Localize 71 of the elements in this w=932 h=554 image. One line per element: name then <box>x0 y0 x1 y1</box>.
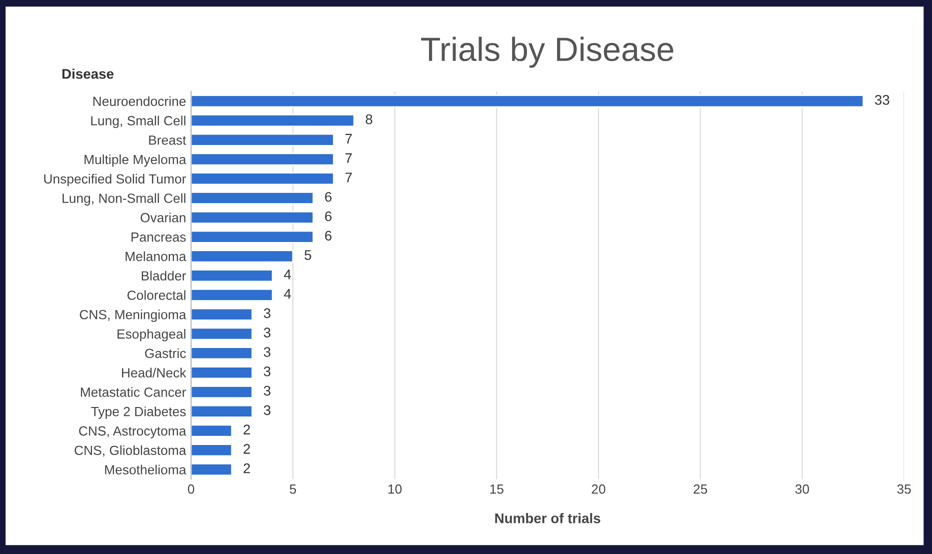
x-axis-title: Number of trials <box>495 513 600 524</box>
data-label: 7 <box>345 134 352 144</box>
y-tick-label: Metastatic Cancer <box>80 387 186 397</box>
data-label: 6 <box>325 192 332 202</box>
bar <box>191 366 253 380</box>
bar <box>191 114 355 128</box>
y-tick-label: Multiple Myeloma <box>84 154 186 167</box>
y-tick-label: Neuroendocrine <box>93 96 186 106</box>
x-tick-label: 10 <box>388 484 402 494</box>
y-tick-label: Ovarian <box>140 212 186 222</box>
data-label: 3 <box>264 366 270 376</box>
x-tick-label: 20 <box>592 484 606 494</box>
y-tick-label: Head/Neck <box>122 368 186 378</box>
bar <box>191 463 232 476</box>
data-label: 3 <box>264 386 270 396</box>
bar <box>191 269 274 282</box>
data-label: 6 <box>325 230 332 241</box>
y-tick-label: Melanoma <box>126 251 186 262</box>
bar <box>191 404 253 418</box>
x-tick-label: 35 <box>897 484 911 494</box>
data-label: 2 <box>244 444 250 454</box>
bar <box>191 250 294 263</box>
x-tick-label: 25 <box>694 484 708 494</box>
x-tick-label: 15 <box>490 484 504 494</box>
y-tick-label: Lung, Non-Small Cell <box>62 193 186 206</box>
y-tick-label: Esophageal <box>118 329 186 342</box>
bar <box>191 230 314 244</box>
data-label: 4 <box>284 270 291 280</box>
bar <box>191 94 864 108</box>
bar <box>191 133 334 146</box>
data-label: 6 <box>325 211 332 222</box>
data-label: 3 <box>264 347 270 357</box>
y-tick-label: Unspecified Solid Tumor <box>44 174 186 186</box>
y-axis-title: Disease <box>62 68 114 79</box>
y-tick-label: Pancreas <box>132 232 186 242</box>
bar <box>191 308 253 321</box>
y-tick-label: Bladder <box>142 270 186 281</box>
y-tick-label: Colorectal <box>127 290 186 300</box>
y-tick-label: Gastric <box>145 348 186 358</box>
x-tick-label: 30 <box>795 484 810 494</box>
y-tick-label: CNS, Meningioma <box>80 310 186 322</box>
data-label: 4 <box>284 289 291 299</box>
data-label: 3 <box>264 405 270 416</box>
bar <box>191 327 253 340</box>
bar <box>191 424 232 438</box>
bar <box>191 152 334 166</box>
data-label: 8 <box>366 114 372 124</box>
y-tick-label: Type 2 Diabetes <box>91 406 186 419</box>
y-tick-label: Mesothelioma <box>105 464 186 474</box>
x-tick-label: 5 <box>290 484 296 494</box>
data-label: 7 <box>345 153 352 163</box>
bar <box>191 346 253 360</box>
bar <box>191 288 274 302</box>
bar <box>191 210 314 224</box>
data-label: 2 <box>244 424 250 434</box>
x-tick-label: 0 <box>188 484 194 494</box>
y-tick-label: Breast <box>149 136 186 145</box>
bar <box>191 444 232 457</box>
y-tick-label: Lung, Small Cell <box>91 116 186 128</box>
bar <box>191 192 314 205</box>
data-label: 3 <box>264 308 270 318</box>
data-label: 7 <box>345 172 352 182</box>
chart-title: Trials by Disease <box>421 36 674 68</box>
data-label: 3 <box>264 328 270 338</box>
data-label: 33 <box>874 95 890 105</box>
bar <box>191 385 253 398</box>
data-label: 2 <box>244 463 250 474</box>
bar <box>191 172 334 186</box>
y-tick-label: CNS, Astrocytoma <box>79 426 186 438</box>
data-label: 5 <box>304 250 312 260</box>
y-tick-label: CNS, Glioblastoma <box>74 445 186 457</box>
